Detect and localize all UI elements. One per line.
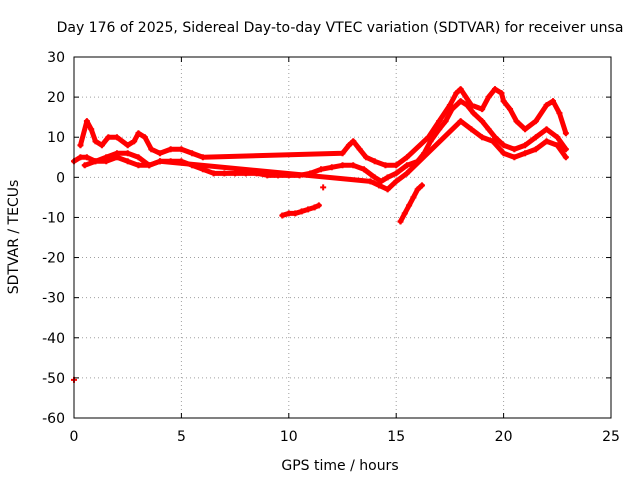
y-axis-label: SDTVAR / TECUs [6, 180, 22, 295]
grid [74, 57, 611, 418]
x-tick-label: 10 [280, 429, 298, 445]
y-tick-label: -10 [42, 210, 65, 226]
sdtvar-lower-track [81, 118, 569, 193]
x-tick-label: 0 [70, 429, 79, 445]
sdtvar-segment-3-trace [397, 182, 425, 224]
sdtvar-upper-track-trace [77, 86, 569, 168]
y-tick-label: 30 [47, 50, 65, 66]
y-tick-label: -20 [42, 251, 65, 267]
y-tick-label: 0 [56, 170, 65, 186]
y-tick-label: 20 [47, 90, 65, 106]
x-axis-ticks: 0 5 10 15 20 25 [70, 57, 620, 445]
x-tick-label: 25 [602, 429, 620, 445]
plot-frame [73, 56, 612, 419]
x-tick-label: 5 [177, 429, 186, 445]
y-tick-label: -40 [42, 331, 65, 347]
y-tick-label: -30 [42, 291, 65, 307]
data-point [320, 184, 327, 191]
y-tick-label: -60 [42, 411, 65, 427]
x-axis-label: GPS time / hours [281, 458, 398, 474]
x-tick-label: 20 [495, 429, 513, 445]
y-tick-label: -50 [42, 371, 65, 387]
sdtvar-lower-track-trace [82, 118, 569, 192]
sdtvar-segment-1 [279, 202, 322, 219]
sdtvar-segment-2 [320, 184, 327, 191]
y-axis-ticks: -60 -50 -40 -30 -20 -10 0 10 20 30 [42, 50, 611, 427]
x-tick-label: 15 [387, 429, 405, 445]
sdtvar-upper-track [77, 86, 569, 169]
y-tick-label: 10 [47, 130, 65, 146]
sdtvar-segment-3 [397, 182, 425, 225]
chart-title: Day 176 of 2025, Sidereal Day-to-day VTE… [57, 20, 624, 36]
sdtvar-segment-1-trace [279, 202, 322, 218]
data-points [71, 86, 569, 383]
